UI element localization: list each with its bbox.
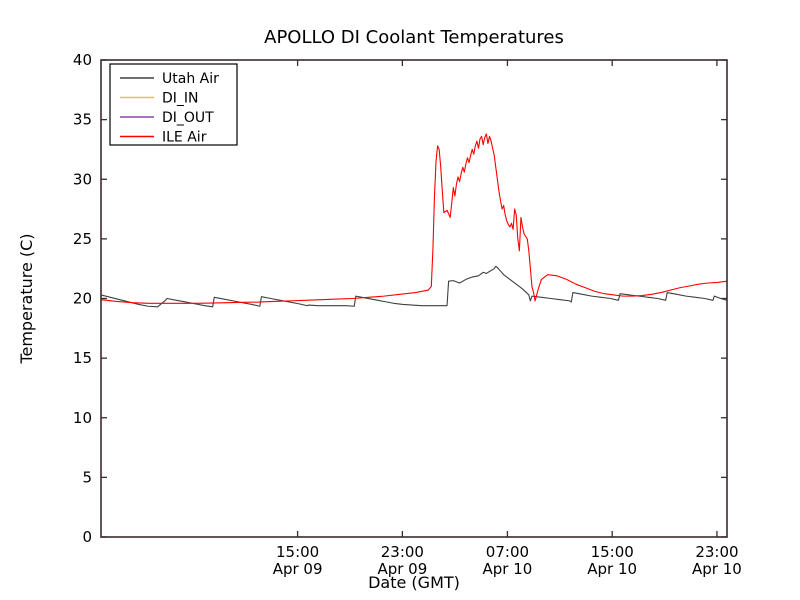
y-axis-label: Temperature (C): [17, 233, 36, 364]
y-axis-ticks: 0 5 10 15 20 25 30 35 40: [73, 51, 727, 546]
x-tick-date: Apr 10: [692, 560, 742, 578]
y-tick-label: 35: [73, 111, 92, 129]
x-tick-time: 23:00: [695, 543, 738, 561]
chart-title: APOLLO DI Coolant Temperatures: [264, 27, 564, 48]
legend-label-di-out[interactable]: DI_OUT: [162, 110, 214, 126]
y-tick-label: 25: [73, 230, 92, 248]
x-tick-date: Apr 10: [483, 560, 533, 578]
x-tick-time: 07:00: [486, 543, 529, 561]
y-tick-label: 10: [73, 409, 92, 427]
y-tick-label: 0: [82, 528, 92, 546]
x-tick-date: Apr 09: [273, 560, 323, 578]
plot-frame: [100, 59, 728, 538]
y-tick-label: 15: [73, 349, 92, 367]
x-axis-label: Date (GMT): [368, 573, 460, 592]
y-tick-label: 30: [73, 170, 92, 188]
y-tick-label: 5: [82, 468, 92, 486]
x-tick-date: Apr 10: [587, 560, 637, 578]
y-tick-label: 20: [73, 290, 92, 308]
chart-legend[interactable]: Utah Air DI_IN DI_OUT ILE Air: [109, 63, 238, 146]
series-line-utah-air: [100, 265, 728, 308]
series-line-ile-air: [100, 133, 728, 304]
x-tick-date: Apr 09: [377, 560, 427, 578]
x-tick-time: 23:00: [381, 543, 424, 561]
legend-label-ile-air[interactable]: ILE Air: [162, 130, 207, 146]
plot-series-group: [100, 133, 728, 308]
x-tick-time: 15:00: [276, 543, 319, 561]
x-tick-time: 15:00: [591, 543, 634, 561]
legend-label-di-in[interactable]: DI_IN: [162, 91, 199, 107]
y-tick-label: 40: [73, 51, 92, 69]
legend-label-utah-air[interactable]: Utah Air: [162, 71, 219, 87]
